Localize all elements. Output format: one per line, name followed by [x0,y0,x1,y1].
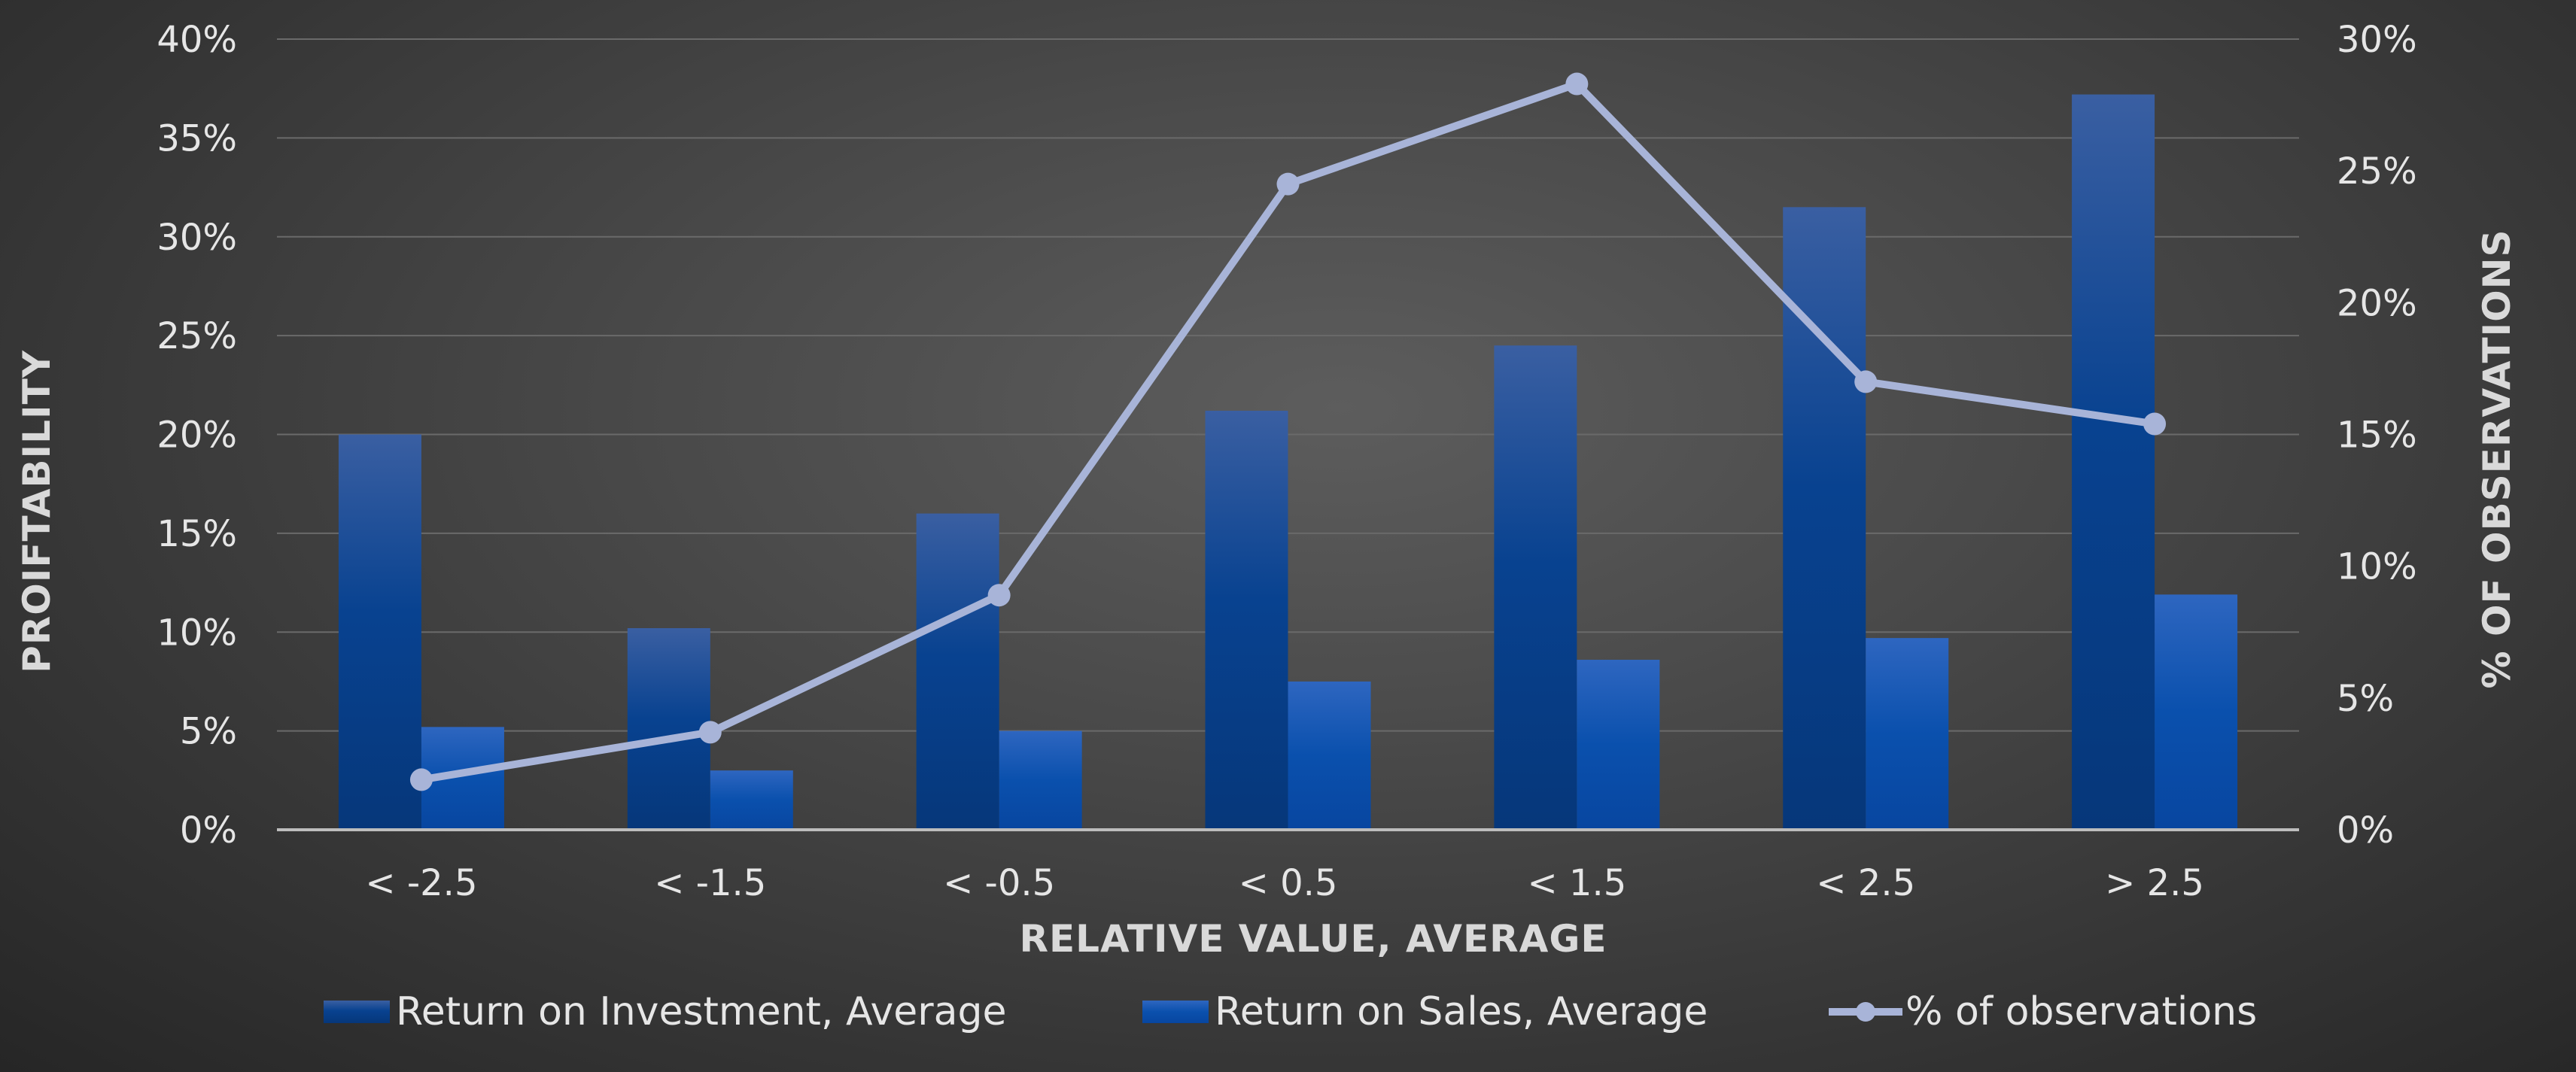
y-tick-label: 10% [157,612,237,654]
x-tick-label: < -2.5 [365,862,477,904]
legend-label-roi: Return on Investment, Average [396,989,1007,1034]
legend-item-observations: % of observations [1829,989,2257,1034]
line-point [2143,412,2167,436]
bars [338,94,2238,830]
y-tick-label: 0% [180,809,237,852]
y-tick-label: 30% [157,217,237,259]
legend-label-observations: % of observations [1905,989,2257,1034]
x-axis-ticks: < -2.5 < -1.5 < -0.5 < 0.5 < 1.5 < 2.5 > 2.5 [365,862,2204,904]
legend-label-ros: Return on Sales, Average [1215,989,1708,1034]
legend-swatch-roi [324,1001,390,1023]
y2-tick-label: 0% [2337,809,2394,852]
legend-swatch-ros [1142,1001,1209,1023]
line-point [1565,72,1589,96]
y-tick-label: 35% [157,117,237,159]
bar-ros [2155,594,2238,830]
bar-ros [710,770,793,830]
line-point [409,768,433,791]
legend-item-ros: Return on Sales, Average [1142,989,1708,1034]
bar-roi [2072,94,2155,830]
legend: Return on Investment, Average Return on … [324,989,2257,1034]
y2-tick-label: 25% [2337,150,2417,193]
bar-ros [1866,638,1949,830]
line-series [409,72,2167,791]
right-axis-ticks: 0% 5% 10% 15% 20% 25% 30% [2337,19,2417,852]
bar-ros [1577,660,1660,830]
bar-roi [338,434,421,830]
x-tick-label: < -1.5 [654,862,766,904]
y-tick-label: 40% [157,19,237,61]
x-tick-label: < 1.5 [1527,862,1626,904]
y2-tick-label: 15% [2337,415,2417,457]
y-tick-label: 20% [157,415,237,457]
legend-swatch-marker [1856,1002,1875,1022]
bar-ros [999,730,1082,830]
bar-ros [1288,681,1371,830]
line-point [1276,172,1300,196]
y2-tick-label: 5% [2337,678,2394,720]
bar-roi [1783,207,1866,830]
x-tick-label: < -0.5 [943,862,1055,904]
y-tick-label: 15% [157,513,237,555]
x-tick-label: < 0.5 [1239,862,1338,904]
bar-roi [1205,410,1288,830]
x-tick-label: > 2.5 [2105,862,2204,904]
y2-tick-label: 30% [2337,19,2417,61]
y2-tick-label: 10% [2337,546,2417,588]
bar-roi [627,627,710,830]
y2-tick-label: 20% [2337,282,2417,324]
y-axis-title: PROIFTABILITY [15,350,59,673]
y-tick-label: 5% [180,711,237,753]
legend-item-roi: Return on Investment, Average [324,989,1007,1034]
x-axis-title: RELATIVE VALUE, AVERAGE [1019,917,1607,961]
bar-roi [1494,345,1577,830]
x-tick-label: < 2.5 [1816,862,1915,904]
line-point [1854,370,1878,393]
line-point [698,721,722,744]
bar-roi [916,513,999,830]
y2-axis-title: % OF OBSERVATIONS [2475,229,2519,688]
y-tick-label: 25% [157,315,237,357]
line-point [987,584,1011,607]
left-axis-ticks: 0% 5% 10% 15% 20% 25% 30% 35% 40% [157,19,237,852]
